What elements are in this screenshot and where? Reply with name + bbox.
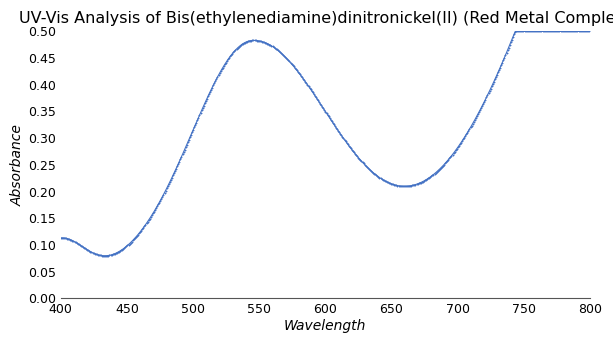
Y-axis label: Absorbance: Absorbance: [11, 124, 25, 206]
Title: UV-Vis Analysis of Bis(ethylenediamine)dinitronickel(II) (Red Metal Complex): UV-Vis Analysis of Bis(ethylenediamine)d…: [20, 11, 613, 26]
X-axis label: Wavelength: Wavelength: [284, 319, 367, 333]
